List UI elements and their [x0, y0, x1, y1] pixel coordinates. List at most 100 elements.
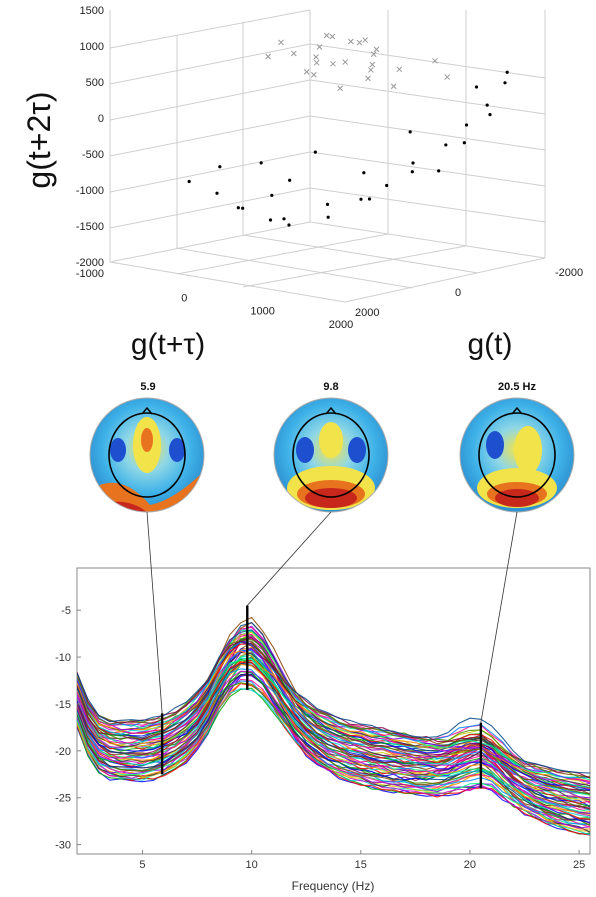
scatter-point-dot: [313, 150, 317, 154]
x-axis-label-3d: g(t+τ): [131, 328, 205, 361]
y-tick-label: -15: [55, 699, 71, 711]
scatter-point-x: [323, 32, 330, 39]
peak-markers: [146, 511, 518, 789]
box-3d: [109, 9, 546, 303]
scatter-point-x: [329, 33, 336, 40]
scatter-point-x: [444, 74, 451, 80]
scatter-point-dot: [287, 223, 291, 227]
scatter-point-dot: [288, 178, 292, 182]
scatter-point-dot: [359, 197, 363, 201]
x-tick-label-3d: 1000: [250, 306, 274, 318]
scatter-point-x: [290, 50, 297, 57]
scatter-point-dot: [367, 197, 372, 201]
scatter-point-x: [313, 54, 319, 60]
peak-marker-connector: [480, 511, 518, 723]
scatter-point-dot: [411, 161, 415, 165]
phase-space-plot: 1500 1000 500 0 -500 -1000 -1500 -2000 -1000 0 100…: [21, 5, 583, 361]
y-tick-label: -20: [55, 746, 71, 758]
scatter-point-dot: [444, 143, 448, 147]
spectrum-plot: 5 10 15 20 25 -5 -10 -15 -20 -25 -30 Frequency (Hz…: [55, 511, 591, 893]
z-tick-label-3d: 0: [455, 287, 461, 299]
scatter-point-dot: [325, 202, 330, 206]
scatter-point-x: [356, 39, 363, 46]
y-tick-label-3d: 1000: [80, 41, 104, 53]
scatter-point-dot: [270, 193, 274, 197]
y-tick-label-3d: -1500: [76, 221, 104, 233]
scatter-point-x: [367, 67, 374, 73]
scatter-point-x: [390, 83, 397, 90]
x-tick-label-3d: 0: [181, 292, 187, 304]
scatter-points: [187, 32, 509, 227]
scatter-point-x: [316, 44, 323, 50]
topomap-1: 5.9: [89, 381, 205, 513]
scatter-point-x: [330, 60, 336, 67]
y-tick-label: -5: [61, 605, 71, 617]
z-tick-label-3d: -2000: [555, 267, 583, 279]
z-tick-label-3d: 2000: [355, 307, 379, 319]
scatter-point-dot: [485, 103, 489, 107]
scatter-point-x: [432, 57, 438, 64]
scatter-point-x: [265, 53, 272, 60]
axis-tick-labels-3d: 1500 1000 500 0 -500 -1000 -1500 -2000 -1000 0 100…: [76, 5, 583, 331]
x-tick-label-3d: 2000: [329, 319, 353, 331]
scatter-point-dot: [326, 215, 330, 219]
scatter-point-dot: [462, 141, 466, 145]
scatter-point-x: [362, 37, 369, 43]
peak-marker-connector: [146, 511, 163, 714]
scatter-point-dot: [408, 130, 412, 134]
scatter-point-x: [342, 59, 349, 65]
topomap-2-title: 9.8: [323, 381, 338, 393]
z-axis-label-3d: g(t): [468, 328, 513, 361]
y-tick-label-3d: 0: [98, 113, 104, 125]
x-tick-label: 10: [246, 859, 258, 871]
y-tick-label: -10: [55, 652, 71, 664]
scatter-point-dot: [241, 206, 245, 210]
scatter-point-dot: [464, 123, 469, 127]
scatter-point-x: [337, 85, 344, 92]
scatter-point-x: [313, 59, 320, 66]
scatter-point-x: [369, 61, 376, 68]
scatter-point-x: [365, 75, 371, 82]
y-tick-label-3d: -500: [82, 149, 104, 161]
topomap-3-title: 20.5 Hz: [498, 381, 536, 393]
x-tick-label: 5: [139, 859, 145, 871]
scatter-point-dot: [259, 161, 263, 165]
y-tick-label-3d: 500: [86, 77, 104, 89]
y-axis-label-3d: g(t+2τ): [21, 91, 57, 188]
scatter-point-dot: [503, 81, 507, 85]
x-tick-label: 15: [355, 859, 367, 871]
scatter-point-dot: [236, 206, 240, 210]
topomap-2: 9.8: [273, 381, 389, 513]
y-tick-label: -30: [55, 840, 71, 852]
scatter-point-dot: [505, 70, 509, 74]
scatter-point-dot: [218, 165, 222, 169]
x-tick-label-3d-extra: -1000: [76, 268, 104, 280]
y-tick-label-3d: -1000: [76, 185, 104, 197]
scatter-point-x: [370, 51, 377, 58]
y-tick-label: -25: [55, 793, 71, 805]
channel-spectra: [77, 616, 590, 836]
scatter-point-x: [396, 66, 403, 73]
scatter-point-x: [347, 38, 354, 45]
scatter-point-dot: [268, 218, 273, 222]
scatter-point-dot: [362, 171, 366, 175]
scatter-point-dot: [187, 179, 191, 184]
scatter-point-dot: [385, 183, 389, 188]
scatter-point-x: [373, 46, 380, 53]
scatter-point-dot: [474, 85, 479, 89]
topomap-1-title: 5.9: [140, 381, 155, 393]
x-tick-label: 20: [464, 859, 476, 871]
scatter-point-dot: [215, 191, 219, 195]
peak-marker-connector: [246, 511, 332, 606]
x-tick-label: 25: [573, 859, 585, 871]
scatter-point-dot: [282, 217, 286, 221]
scatter-point-dot: [488, 113, 492, 117]
scatter-point-dot: [410, 170, 414, 174]
topomaps: 5.9 9.8: [89, 381, 575, 513]
topomap-3: 20.5 Hz: [459, 381, 575, 513]
y-tick-label-3d: 1500: [80, 5, 104, 17]
scatter-point-dot: [437, 169, 441, 173]
scatter-point-x: [303, 69, 310, 75]
scatter-point-x: [278, 39, 284, 46]
